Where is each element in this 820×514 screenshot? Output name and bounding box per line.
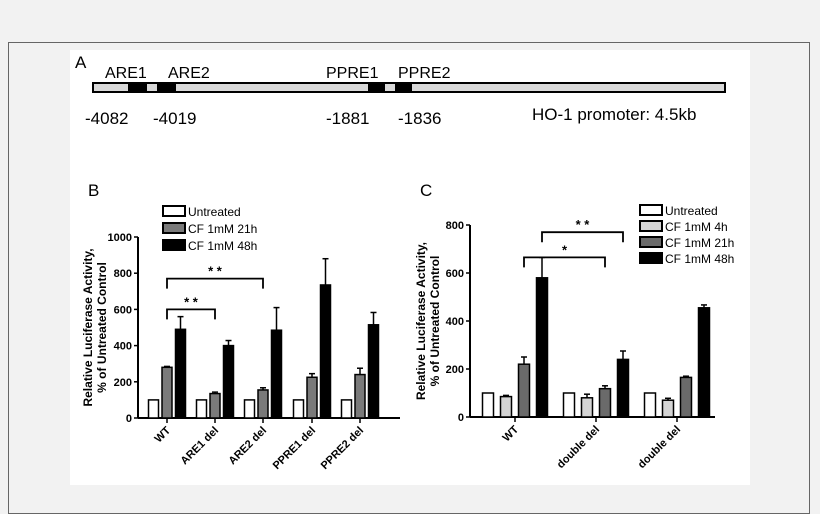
bar-cf-1mm-48h	[367, 324, 380, 419]
legend-swatch	[162, 222, 186, 234]
element-position: -4082	[85, 109, 128, 128]
bar-cf-1mm-48h	[535, 277, 549, 418]
y-tick-label: 200	[446, 364, 464, 376]
bar-cf-1mm-48h	[270, 329, 283, 419]
significance-bracket	[166, 308, 216, 320]
legend-swatch	[162, 205, 186, 217]
element-position: -1881	[326, 109, 369, 128]
bar-cf-1mm-4h	[580, 397, 594, 418]
legend-swatch	[639, 204, 663, 216]
y-tick-label: 600	[114, 304, 132, 316]
promoter-element-box	[128, 83, 147, 92]
bar-cf-1mm-48h	[222, 344, 235, 419]
bar-cf-1mm-4h	[661, 399, 675, 418]
element-position: -4019	[153, 109, 196, 128]
significance-bracket	[523, 256, 606, 268]
legend-label: CF 1mM 21h	[665, 236, 734, 250]
y-axis-label: % of Untreated Control	[95, 262, 109, 393]
legend-label: Untreated	[188, 205, 241, 219]
legend-label: CF 1mM 48h	[188, 239, 257, 253]
bar-cf-1mm-21h	[679, 376, 693, 418]
x-tick-label: PPRE1 del	[271, 425, 318, 472]
bar-cf-1mm-48h	[697, 307, 711, 418]
legend-label: CF 1mM 21h	[188, 222, 257, 236]
significance-label: * *	[184, 294, 199, 309]
legend-swatch	[639, 236, 663, 248]
legend-swatch	[162, 239, 186, 251]
element-label: PPRE2	[398, 65, 451, 82]
bar-cf-1mm-21h	[161, 366, 173, 419]
legend-label: CF 1mM 4h	[665, 220, 728, 234]
bar-untreated	[243, 399, 256, 419]
promoter-caption: HO-1 promoter: 4.5kb	[532, 105, 696, 124]
bar-untreated	[147, 399, 160, 419]
x-tick-label: WT	[153, 424, 174, 445]
bar-cf-1mm-21h	[517, 363, 531, 418]
y-tick-label: 600	[446, 268, 464, 280]
x-tick-label: double del	[636, 424, 683, 471]
promoter-element-box	[395, 83, 412, 92]
bar-cf-1mm-48h	[174, 328, 187, 419]
y-tick-label: 400	[446, 316, 464, 328]
panel-label: C	[420, 181, 432, 200]
element-label: PPRE1	[326, 65, 379, 82]
legend-swatch	[639, 252, 663, 264]
significance-label: * *	[208, 264, 223, 279]
significance-label: * *	[576, 217, 591, 232]
y-tick-label: 400	[114, 341, 132, 353]
y-axis-label: % of Untreated Control	[428, 256, 442, 387]
y-tick-label: 1000	[108, 232, 132, 244]
legend-swatch	[639, 220, 663, 232]
x-tick-label: ARE2 del	[226, 425, 269, 468]
bar-cf-1mm-21h	[257, 389, 269, 419]
y-tick-label: 800	[114, 268, 132, 280]
x-tick-label: WT	[501, 423, 522, 444]
bar-cf-1mm-21h	[598, 387, 612, 418]
bar-untreated	[195, 399, 208, 419]
legend-label: Untreated	[665, 204, 718, 218]
promoter-element-box	[157, 83, 176, 92]
y-tick-label: 800	[446, 220, 464, 232]
y-axis-label: Relative Luciferase Activity,	[81, 248, 95, 406]
x-tick-label: double del	[555, 424, 602, 471]
y-axis-label: Relative Luciferase Activity,	[414, 242, 428, 400]
panel-label-a: A	[75, 53, 87, 72]
bar-cf-1mm-21h	[354, 373, 366, 419]
promoter-element-box	[368, 83, 385, 92]
bar-cf-1mm-21h	[209, 392, 221, 419]
y-tick-label: 200	[114, 377, 132, 389]
bar-cf-1mm-21h	[306, 376, 318, 419]
panel-label: B	[88, 181, 99, 200]
bar-untreated	[481, 392, 495, 418]
significance-bracket	[541, 231, 624, 243]
bar-cf-1mm-4h	[499, 395, 513, 418]
y-tick-label: 0	[126, 413, 132, 425]
bar-untreated	[340, 399, 353, 419]
figure-svg: A ARE1 -4082 ARE2 -4019 PPRE1 -1881 PPRE2 -1836 H…	[75, 53, 734, 472]
x-tick-label: PPRE2 del	[319, 425, 366, 472]
x-tick-label: ARE1 del	[178, 425, 221, 468]
legend-label: CF 1mM 48h	[665, 252, 734, 266]
element-label: ARE2	[168, 65, 210, 82]
figure-panel: A ARE1 -4082 ARE2 -4019 PPRE1 -1881 PPRE2 -1836 H…	[70, 50, 750, 485]
element-label: ARE1	[105, 65, 147, 82]
significance-label: *	[562, 242, 568, 257]
bar-untreated	[643, 392, 657, 418]
bar-cf-1mm-48h	[616, 358, 630, 418]
element-position: -1836	[398, 109, 441, 128]
bar-untreated	[562, 392, 576, 418]
y-tick-label: 0	[458, 412, 464, 424]
bar-untreated	[292, 399, 305, 419]
significance-bracket	[166, 277, 264, 289]
bar-cf-1mm-48h	[319, 284, 332, 419]
